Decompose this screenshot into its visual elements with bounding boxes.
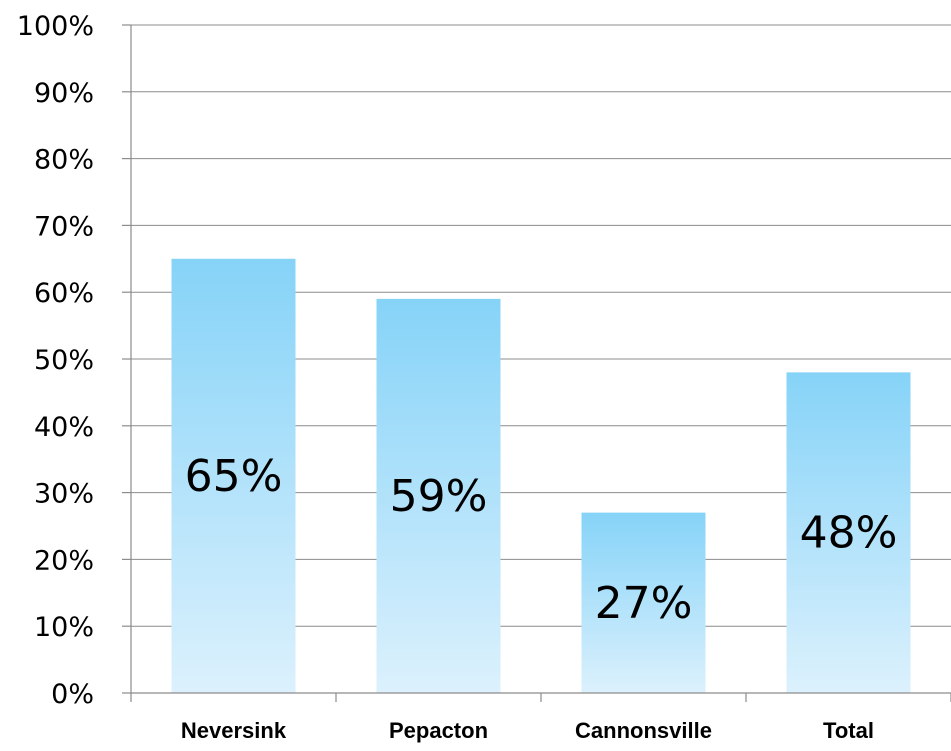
data-label: 59% xyxy=(390,471,488,522)
x-axis-tick-labels: Neversink Pepacton Cannonsville Total xyxy=(181,718,874,743)
y-tick-label: 50% xyxy=(34,345,94,376)
x-tick-label: Cannonsville xyxy=(575,718,712,743)
bars xyxy=(171,258,911,693)
y-tick-label: 100% xyxy=(17,11,94,42)
y-tick-label: 80% xyxy=(34,145,94,176)
bar xyxy=(376,298,501,693)
y-tick-label: 0% xyxy=(51,679,94,710)
axes xyxy=(130,25,951,702)
bar xyxy=(581,512,706,693)
y-tick-label: 10% xyxy=(34,612,94,643)
bar xyxy=(171,258,296,693)
y-tick-label: 40% xyxy=(34,412,94,443)
data-label: 65% xyxy=(185,451,283,502)
y-tick-label: 70% xyxy=(34,211,94,242)
x-tick-label: Total xyxy=(823,718,874,743)
x-tick-label: Pepacton xyxy=(389,718,488,743)
bar xyxy=(786,372,911,693)
y-tick-label: 60% xyxy=(34,278,94,309)
y-tick-label: 30% xyxy=(34,479,94,510)
data-label: 27% xyxy=(595,578,693,629)
y-axis-tick-labels: 0% 10% 20% 30% 40% 50% 60% 70% 80% 90% 100% xyxy=(17,11,94,710)
data-label: 48% xyxy=(800,508,898,559)
data-labels: 65% 59% 27% 48% xyxy=(185,451,898,629)
x-tick-label: Neversink xyxy=(181,718,287,743)
y-tick-label: 20% xyxy=(34,545,94,576)
y-tick-label: 90% xyxy=(34,78,94,109)
